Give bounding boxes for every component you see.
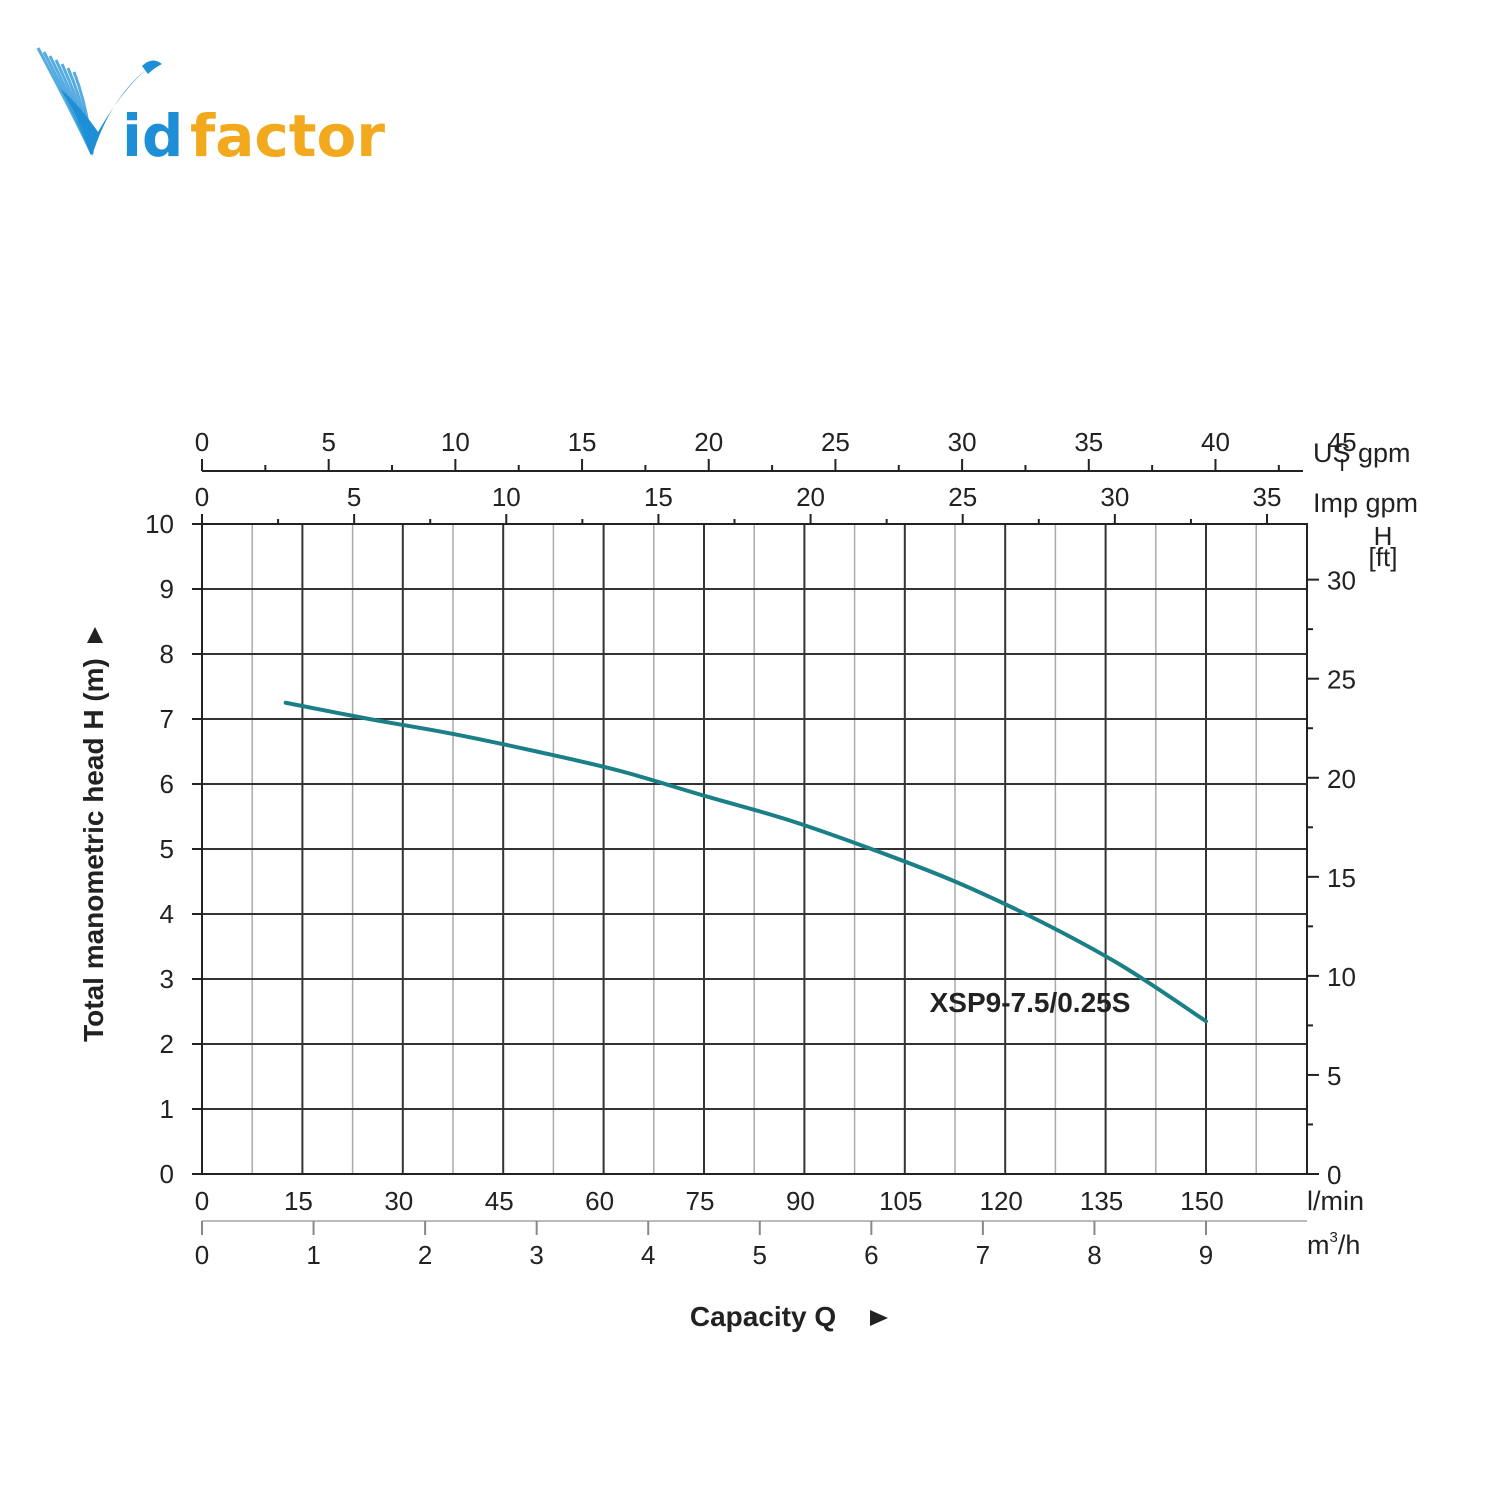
x-usgpm-tick-label: 20 xyxy=(694,427,723,457)
y-m-tick-label: 5 xyxy=(160,834,174,864)
y-m-tick-label: 0 xyxy=(160,1159,174,1189)
ft-unit-label-line1: H xyxy=(1374,521,1393,551)
logo-text-part1: id xyxy=(122,102,183,170)
y-m-tick-label: 10 xyxy=(145,509,174,539)
logo-v-body xyxy=(60,68,148,156)
x-lmin-tick-label: 150 xyxy=(1180,1186,1223,1216)
x-m3h-tick-label: 7 xyxy=(976,1240,990,1270)
x-lmin-tick-label: 135 xyxy=(1080,1186,1123,1216)
x-usgpm-tick-label: 0 xyxy=(195,427,209,457)
y-ft-tick-label: 20 xyxy=(1327,764,1356,794)
y-ft-tick-label: 30 xyxy=(1327,566,1356,596)
logo-bird-head xyxy=(142,60,162,74)
x-lmin-tick-label: 0 xyxy=(195,1186,209,1216)
x-usgpm-tick-label: 40 xyxy=(1201,427,1230,457)
brand-logo: id factor xyxy=(30,28,390,178)
y-ft-tick-label: 0 xyxy=(1327,1160,1341,1190)
x-impgpm-tick-label: 30 xyxy=(1100,482,1129,512)
lmin-unit-label: l/min xyxy=(1307,1186,1364,1216)
series-line-0 xyxy=(283,700,1208,1024)
x-impgpm-tick-label: 35 xyxy=(1253,482,1282,512)
x-lmin-tick-label: 90 xyxy=(786,1186,815,1216)
x-lmin-tick-label: 45 xyxy=(485,1186,514,1216)
x-m3h-tick-label: 3 xyxy=(529,1240,543,1270)
y-ft-tick-label: 10 xyxy=(1327,962,1356,992)
x-usgpm-tick-label: 5 xyxy=(321,427,335,457)
y-ft-tick-label: 15 xyxy=(1327,863,1356,893)
x-m3h-tick-label: 0 xyxy=(195,1240,209,1270)
x-usgpm-tick-label: 15 xyxy=(568,427,597,457)
x-usgpm-tick-label: 30 xyxy=(948,427,977,457)
x-impgpm-tick-label: 0 xyxy=(195,482,209,512)
x-lmin-tick-label: 120 xyxy=(980,1186,1023,1216)
logo-text-part2: factor xyxy=(190,102,385,170)
x-usgpm-tick-label: 35 xyxy=(1074,427,1103,457)
logo-v-mark xyxy=(36,47,162,156)
x-impgpm-tick-label: 15 xyxy=(644,482,673,512)
imp-gpm-unit-label: Imp gpm xyxy=(1313,488,1418,518)
y-m-tick-label: 8 xyxy=(160,639,174,669)
y-m-tick-label: 9 xyxy=(160,574,174,604)
x-impgpm-tick-label: 20 xyxy=(796,482,825,512)
ft-unit-label-line2: [ft] xyxy=(1369,542,1398,572)
bird-v-logo-icon: id factor xyxy=(36,47,385,170)
us-gpm-unit-label: US gpm xyxy=(1313,438,1411,468)
x-m3h-tick-label: 4 xyxy=(641,1240,655,1270)
x-m3h-tick-label: 6 xyxy=(864,1240,878,1270)
y-ft-tick-label: 5 xyxy=(1327,1061,1341,1091)
m3h-unit-tail: /h xyxy=(1338,1230,1361,1260)
x-usgpm-tick-label: 45 xyxy=(1328,427,1357,457)
y-m-tick-label: 4 xyxy=(160,899,174,929)
x-impgpm-tick-label: 5 xyxy=(347,482,361,512)
x-m3h-tick-label: 2 xyxy=(418,1240,432,1270)
x-lmin-tick-label: 105 xyxy=(879,1186,922,1216)
y-m-tick-label: 7 xyxy=(160,704,174,734)
y-m-tick-label: 6 xyxy=(160,769,174,799)
m3h-unit-label: m3/h xyxy=(1307,1229,1360,1260)
m3h-unit-base: m xyxy=(1307,1230,1330,1260)
x-m3h-tick-label: 8 xyxy=(1087,1240,1101,1270)
x-m3h-tick-label: 9 xyxy=(1199,1240,1213,1270)
x-lmin-tick-label: 15 xyxy=(284,1186,313,1216)
chart-grid xyxy=(202,524,1307,1174)
m3h-unit-sup: 3 xyxy=(1330,1229,1338,1246)
y-axis-arrow-icon xyxy=(87,627,103,643)
y-m-tick-label: 2 xyxy=(160,1029,174,1059)
x-impgpm-tick-label: 10 xyxy=(492,482,521,512)
x-impgpm-tick-label: 25 xyxy=(948,482,977,512)
x-lmin-tick-label: 30 xyxy=(384,1186,413,1216)
y-ft-tick-label: 25 xyxy=(1327,665,1356,695)
x-axis-title: Capacity Q xyxy=(690,1301,836,1332)
x-m3h-tick-label: 1 xyxy=(306,1240,320,1270)
series-label: XSP9-7.5/0.25S xyxy=(930,987,1131,1018)
x-usgpm-tick-label: 10 xyxy=(441,427,470,457)
x-m3h-tick-label: 5 xyxy=(753,1240,767,1270)
x-axis-arrow-icon xyxy=(870,1310,888,1326)
chart-series xyxy=(283,700,1208,1024)
y-m-tick-label: 3 xyxy=(160,964,174,994)
x-usgpm-tick-label: 25 xyxy=(821,427,850,457)
y-m-tick-label: 1 xyxy=(160,1094,174,1124)
x-lmin-tick-label: 60 xyxy=(585,1186,614,1216)
y-axis-title: Total manometric head H (m) xyxy=(78,658,109,1042)
x-lmin-tick-label: 75 xyxy=(686,1186,715,1216)
